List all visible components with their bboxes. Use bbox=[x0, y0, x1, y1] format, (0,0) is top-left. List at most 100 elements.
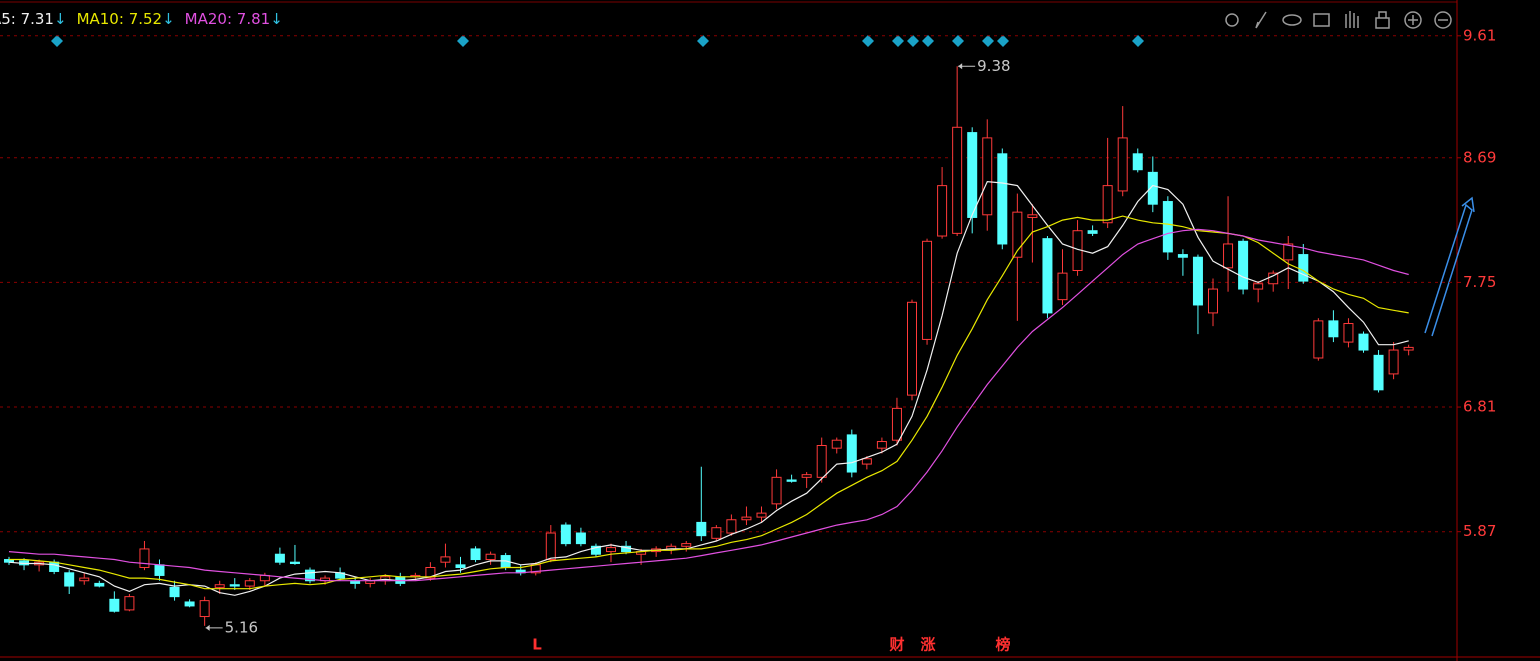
candle-body bbox=[696, 521, 707, 537]
candle-body bbox=[801, 474, 812, 478]
zoom-out-icon[interactable] bbox=[1434, 11, 1452, 29]
event-marker: L bbox=[532, 636, 542, 654]
candle-body bbox=[1253, 283, 1264, 290]
box-icon[interactable] bbox=[1313, 13, 1330, 27]
candle-body bbox=[952, 126, 963, 234]
legend-text: : bbox=[227, 10, 237, 28]
candle-body bbox=[1223, 243, 1234, 269]
candle-body bbox=[199, 600, 210, 618]
candle-body bbox=[1057, 272, 1068, 301]
diamond bbox=[862, 35, 874, 47]
event-marker: 财 bbox=[889, 636, 904, 654]
candle-body bbox=[1298, 254, 1309, 282]
candle-body bbox=[711, 527, 722, 539]
arrow bbox=[1424, 196, 1475, 337]
settings-icon[interactable] bbox=[1225, 13, 1239, 27]
lock-icon[interactable] bbox=[1375, 11, 1390, 29]
candle-body bbox=[1373, 354, 1384, 391]
candle-body bbox=[1268, 272, 1279, 285]
y-tick-label: 7.75 bbox=[1463, 273, 1496, 291]
zoom-in-icon[interactable] bbox=[1404, 11, 1422, 29]
zoom-in-plus[interactable] bbox=[1408, 15, 1418, 25]
candle-body bbox=[1147, 171, 1158, 205]
candle-body bbox=[816, 445, 827, 478]
diamond bbox=[982, 35, 994, 47]
diamond bbox=[997, 35, 1009, 47]
candle-body bbox=[49, 561, 60, 572]
legend-text: 7.81 bbox=[237, 10, 270, 28]
view-icon[interactable] bbox=[1282, 14, 1302, 26]
candle-body bbox=[485, 553, 496, 561]
legend-text: MA5 bbox=[0, 10, 11, 28]
candle-body bbox=[1403, 346, 1414, 351]
legend-text: ↓ bbox=[162, 10, 175, 28]
y-tick-label: 6.81 bbox=[1463, 398, 1496, 416]
annotation-label: 9.38 bbox=[977, 57, 1010, 75]
candle-body bbox=[94, 582, 105, 587]
hand-icon[interactable] bbox=[1345, 11, 1359, 28]
candle-body bbox=[229, 584, 240, 587]
diamond bbox=[1132, 35, 1144, 47]
y-tick-label: 5.87 bbox=[1463, 522, 1496, 540]
candle-body bbox=[244, 580, 255, 587]
candle-body bbox=[274, 553, 285, 563]
candle-body bbox=[1117, 137, 1128, 192]
y-tick-label: 9.61 bbox=[1463, 26, 1496, 44]
legend-entry: MA5: 7.31↓ bbox=[0, 10, 67, 28]
candle-body bbox=[876, 441, 887, 449]
candle-body bbox=[1177, 254, 1188, 258]
candle-body bbox=[1343, 323, 1354, 343]
signal-diamonds bbox=[51, 35, 1144, 47]
candle-body bbox=[214, 584, 225, 588]
candle-body bbox=[184, 601, 195, 607]
legend-text: MA20 bbox=[185, 10, 227, 28]
event-marker: 榜 bbox=[995, 636, 1010, 654]
candle-body bbox=[997, 153, 1008, 245]
candle-body bbox=[907, 301, 917, 396]
candle-body bbox=[1027, 214, 1038, 218]
candle-body bbox=[109, 598, 120, 612]
diamond bbox=[892, 35, 904, 47]
candle-body bbox=[64, 572, 75, 587]
candle-body bbox=[590, 545, 601, 555]
candle-body bbox=[786, 479, 797, 482]
candle-body bbox=[982, 137, 993, 216]
candle-body bbox=[726, 519, 737, 534]
candle-body bbox=[741, 516, 752, 521]
candle-body bbox=[169, 586, 180, 598]
candle-body bbox=[575, 532, 586, 545]
candle-body bbox=[1192, 256, 1203, 306]
candles bbox=[4, 66, 1414, 626]
candle-body bbox=[1328, 320, 1339, 338]
candle-body bbox=[891, 407, 902, 441]
legend-text: : bbox=[11, 10, 21, 28]
diamond bbox=[697, 35, 709, 47]
legend-text: 7.52 bbox=[129, 10, 162, 28]
candle-body bbox=[289, 561, 300, 565]
diamond bbox=[922, 35, 934, 47]
candle-body bbox=[470, 548, 481, 561]
candle-body bbox=[79, 577, 90, 582]
candle-body bbox=[139, 548, 150, 568]
candle-body bbox=[771, 476, 782, 505]
candle-body bbox=[681, 543, 692, 547]
candle-body bbox=[1012, 211, 1023, 258]
trend-arrow bbox=[1424, 196, 1475, 337]
candle-body bbox=[1238, 240, 1249, 290]
candle-body bbox=[1208, 288, 1218, 314]
legend-text: : bbox=[119, 10, 129, 28]
candle-body bbox=[440, 556, 451, 563]
ma-line bbox=[8, 228, 1409, 582]
annotation-arrowhead bbox=[958, 63, 963, 70]
draw-icon[interactable] bbox=[1255, 11, 1267, 29]
candle-body bbox=[124, 596, 135, 611]
candle-body bbox=[831, 439, 842, 449]
annotation-arrowhead bbox=[205, 624, 210, 631]
candle-body bbox=[846, 434, 857, 473]
diamond bbox=[907, 35, 919, 47]
candle-body bbox=[425, 566, 436, 579]
legend-entry: MA10: 7.52↓ bbox=[77, 10, 175, 28]
candle-body bbox=[455, 564, 466, 568]
candle-body bbox=[1162, 201, 1173, 253]
